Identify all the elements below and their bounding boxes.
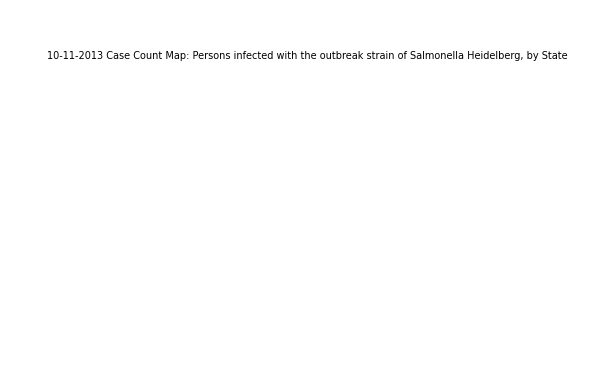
- Text: 10-11-2013 Case Count Map: Persons infected with the outbreak strain of Salmonel: 10-11-2013 Case Count Map: Persons infec…: [47, 51, 568, 61]
